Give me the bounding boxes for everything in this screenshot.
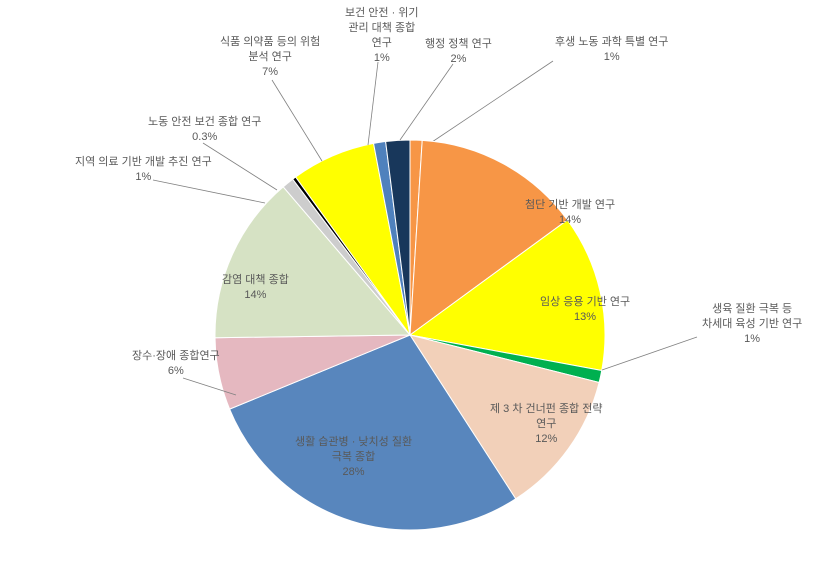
slice-label-text: 1% [135, 171, 151, 183]
slice-label-text: 분석 연구 [248, 51, 292, 63]
slice-label-text: 0.3% [192, 131, 217, 143]
slice-label-s6: 장수·장애 종합연구 6% [132, 349, 220, 379]
slice-label-text: 보건 안전 · 위기 [345, 7, 419, 19]
slice-label-text: 첨단 기반 개발 연구 [525, 199, 615, 211]
slice-label-text: 생활 습관병 · 낮치성 질환 [295, 436, 412, 448]
leader-line-s9 [203, 143, 277, 190]
slice-label-text: 생육 질환 극복 등 [712, 303, 792, 315]
slice-label-s10: 식품 의약품 등의 위험 분석 연구 7% [220, 35, 320, 80]
slice-label-text: 제 3 차 건너펀 종합 전략 [490, 403, 602, 415]
slice-label-text: 1% [744, 333, 760, 345]
slice-label-text: 14% [244, 289, 266, 301]
pie-chart-stage: 후생 노동 과학 특별 연구 1% 첨단 기반 개발 연구 14% 임상 응용 기반… [0, 0, 834, 565]
slice-label-text: 차세대 육성 기반 연구 [702, 318, 802, 330]
slice-label-text: 28% [343, 466, 365, 478]
slice-label-s3: 생육 질환 극복 등 차세대 육성 기반 연구 1% [702, 302, 802, 347]
slice-label-text: 임상 응용 기반 연구 [540, 296, 630, 308]
slice-label-s7: 감염 대책 종합 14% [222, 273, 289, 303]
slice-label-text: 6% [168, 365, 184, 377]
leader-line-s3 [602, 337, 697, 370]
slice-label-text: 후생 노동 과학 특별 연구 [555, 36, 668, 48]
slice-label-s9: 노동 안전 보건 종합 연구 0.3% [148, 115, 261, 145]
slice-label-text: 7% [262, 66, 278, 78]
slice-label-s0: 후생 노동 과학 특별 연구 1% [555, 35, 668, 65]
slice-label-text: 극복 종합 [332, 451, 376, 463]
slice-label-text: 13% [574, 311, 596, 323]
slice-label-text: 연구 [536, 418, 556, 430]
leader-line-s10 [272, 80, 322, 161]
slice-label-s1: 첨단 기반 개발 연구 14% [525, 198, 615, 228]
slice-label-text: 장수·장애 종합연구 [132, 350, 220, 362]
slice-label-text: 14% [559, 214, 581, 226]
slice-label-s8: 지역 의료 기반 개발 추진 연구 1% [75, 155, 212, 185]
slice-label-s4: 제 3 차 건너펀 종합 전략 연구 12% [490, 402, 602, 447]
slice-label-text: 감염 대책 종합 [222, 274, 289, 286]
pie-chart-svg [0, 0, 834, 565]
slice-label-s2: 임상 응용 기반 연구 13% [540, 295, 630, 325]
slice-label-s5: 생활 습관병 · 낮치성 질환 극복 종합 28% [295, 435, 412, 480]
slice-label-text: 1% [604, 51, 620, 63]
leader-line-s0 [432, 61, 553, 142]
slice-label-text: 12% [535, 433, 557, 445]
slice-label-text: 행정 정책 연구 [425, 38, 492, 50]
slice-label-text: 지역 의료 기반 개발 추진 연구 [75, 156, 212, 168]
slice-label-text: 노동 안전 보건 종합 연구 [148, 116, 261, 128]
slice-label-text: 관리 대책 종합 [348, 22, 415, 34]
slice-label-text: 1% [374, 52, 390, 64]
slice-label-text: 2% [450, 53, 466, 65]
slice-label-text: 식품 의약품 등의 위험 [220, 36, 320, 48]
slice-label-text: 연구 [372, 37, 392, 49]
leader-line-s12 [400, 64, 453, 140]
slice-label-s12: 행정 정책 연구 2% [425, 37, 492, 67]
leader-line-s11 [368, 62, 378, 145]
slice-label-s11: 보건 안전 · 위기 관리 대책 종합 연구 1% [345, 6, 419, 65]
